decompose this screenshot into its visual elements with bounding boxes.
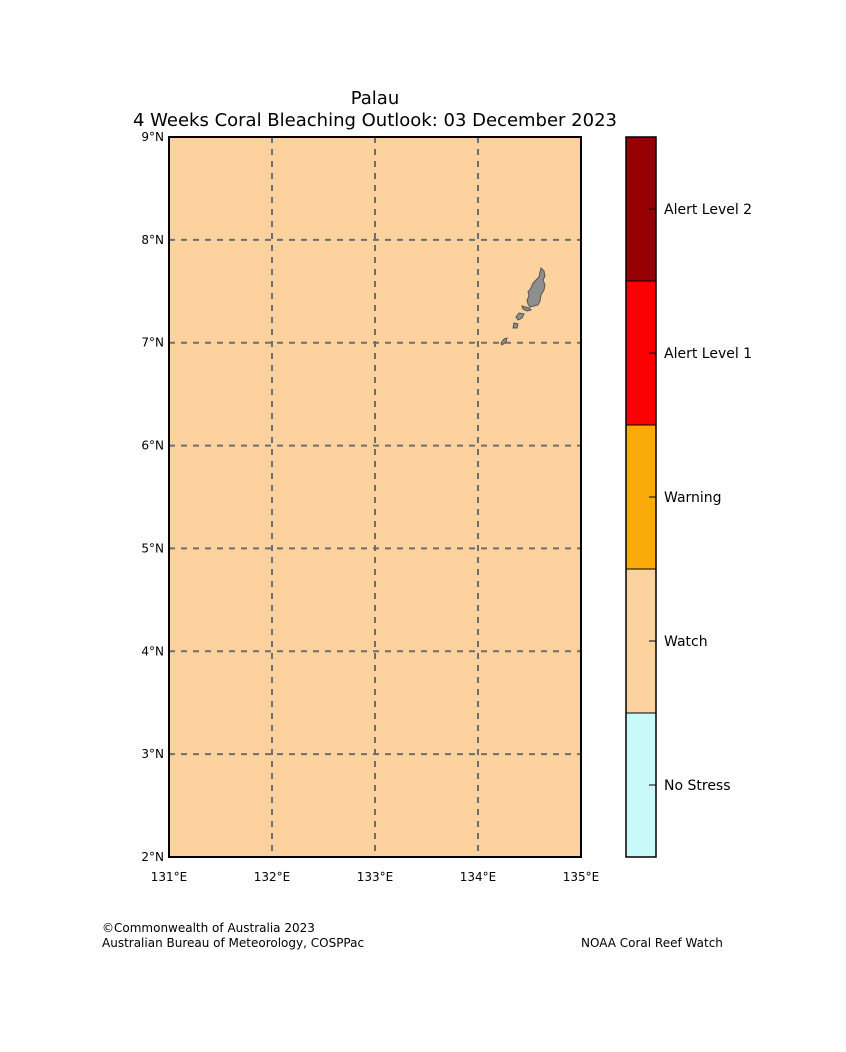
longitude-tick-label: 133°E <box>357 870 394 884</box>
babeldaob-island <box>526 267 546 308</box>
legend-label: Alert Level 2 <box>664 202 752 218</box>
map-title-outlook: 4 Weeks Coral Bleaching Outlook: 03 Dece… <box>132 110 617 131</box>
latitude-tick-label: 5°N <box>141 541 164 555</box>
peleliu-island <box>512 322 519 329</box>
map-panel: 9°N 8°N 7°N 6°N 5°N 4°N 3°N 2°N 131°E 132°E 133°E… <box>141 130 599 884</box>
latitude-tick-labels: 9°N 8°N 7°N 6°N 5°N 4°N 3°N 2°N <box>141 130 164 864</box>
longitude-tick-label: 135°E <box>563 870 600 884</box>
longitude-tick-labels: 131°E 132°E 133°E 134°E 135°E <box>151 870 600 884</box>
map-gridlines <box>169 137 581 857</box>
latitude-tick-label: 2°N <box>141 850 164 864</box>
longitude-tick-label: 134°E <box>460 870 497 884</box>
legend-label: Watch <box>664 634 708 650</box>
legend-label: Warning <box>664 490 722 506</box>
rock-islands <box>515 312 525 321</box>
longitude-tick-label: 131°E <box>151 870 188 884</box>
latitude-tick-label: 3°N <box>141 747 164 761</box>
longitude-tick-label: 132°E <box>254 870 291 884</box>
map-frame <box>168 136 582 858</box>
palau-landmass <box>500 267 546 346</box>
latitude-tick-label: 7°N <box>141 336 164 350</box>
latitude-tick-label: 6°N <box>141 439 164 453</box>
legend-label: No Stress <box>664 778 731 794</box>
copyright-line: ©Commonwealth of Australia 2023 <box>102 921 315 935</box>
koror-island <box>521 305 532 312</box>
map-title-region: Palau <box>350 88 400 109</box>
legend-label: Alert Level 1 <box>664 346 752 362</box>
latitude-tick-label: 9°N <box>141 130 164 144</box>
latitude-tick-label: 4°N <box>141 644 164 658</box>
copyright-notice: ©Commonwealth of Australia 2023 Australi… <box>102 921 364 951</box>
data-source-credit: NOAA Coral Reef Watch <box>581 936 723 950</box>
colorbar-frame <box>625 136 657 858</box>
colorbar-swatches <box>625 136 657 858</box>
attribution-line: Australian Bureau of Meteorology, COSPPa… <box>102 936 365 950</box>
latitude-tick-label: 8°N <box>141 233 164 247</box>
angaur-island <box>500 337 508 346</box>
colorbar-labels: Alert Level 2 Alert Level 1 Warning Watch No… <box>664 202 752 794</box>
colorbar-legend: Alert Level 2 Alert Level 1 Warning Watch No… <box>625 136 752 858</box>
